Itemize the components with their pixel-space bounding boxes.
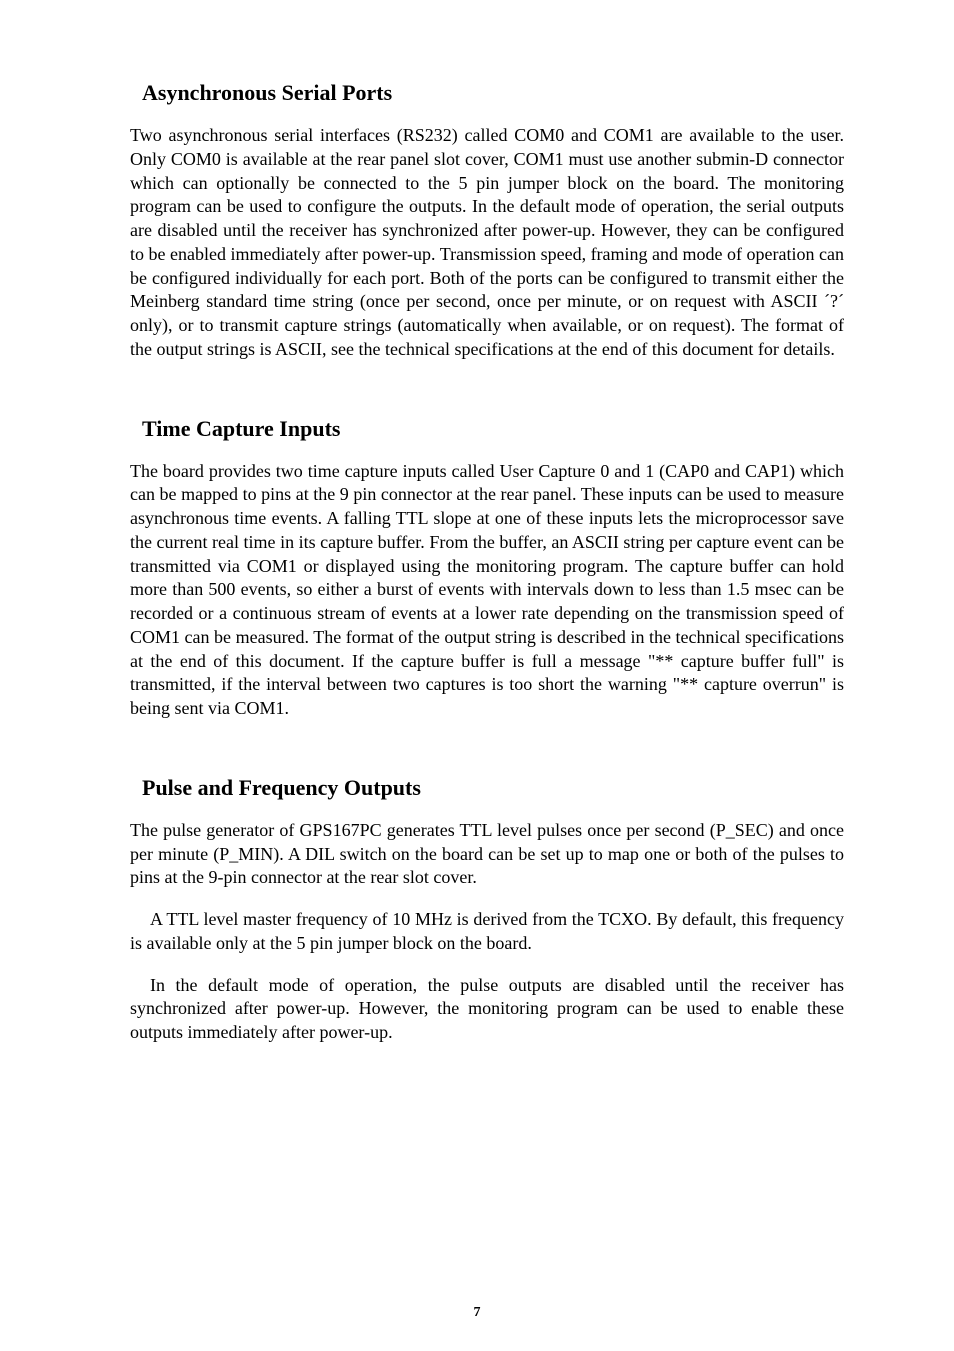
body-pulse-freq-p3: In the default mode of operation, the pu… — [130, 974, 844, 1045]
heading-time-capture: Time Capture Inputs — [142, 416, 844, 442]
heading-pulse-freq: Pulse and Frequency Outputs — [142, 775, 844, 801]
body-async-serial: Two asynchronous serial interfaces (RS23… — [130, 124, 844, 362]
section-time-capture: Time Capture Inputs The board provides t… — [130, 416, 844, 721]
page-container: Asynchronous Serial Ports Two asynchrono… — [0, 0, 954, 1351]
body-pulse-freq-p2: A TTL level master frequency of 10 MHz i… — [130, 908, 844, 956]
section-async-serial: Asynchronous Serial Ports Two asynchrono… — [130, 80, 844, 362]
section-pulse-freq: Pulse and Frequency Outputs The pulse ge… — [130, 775, 844, 1045]
body-pulse-freq-p1: The pulse generator of GPS167PC generate… — [130, 819, 844, 890]
heading-async-serial: Asynchronous Serial Ports — [142, 80, 844, 106]
body-time-capture: The board provides two time capture inpu… — [130, 460, 844, 721]
page-number: 7 — [0, 1305, 954, 1321]
